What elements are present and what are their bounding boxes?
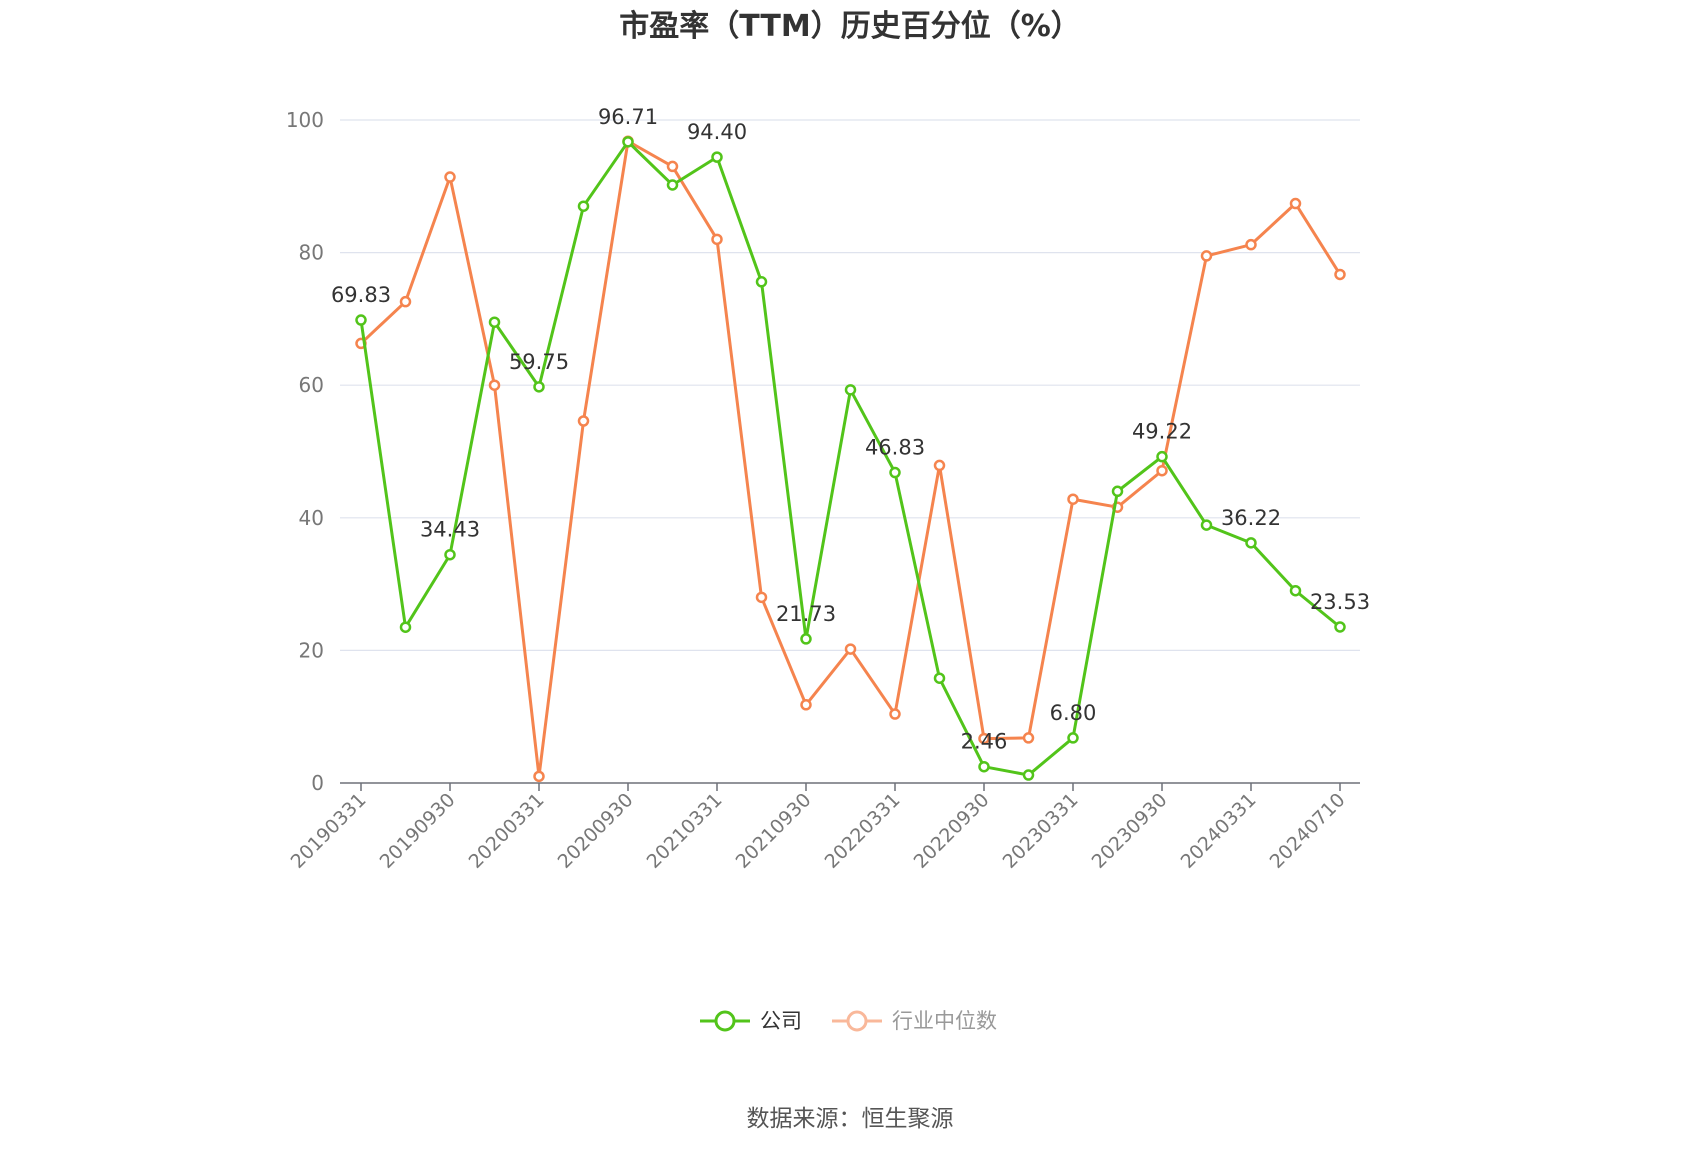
- point-company-20230630: [1111, 485, 1124, 498]
- point-industry-20220331: [889, 708, 901, 720]
- point-company-20240331: [1245, 537, 1257, 549]
- point-company-20190930: [444, 548, 456, 561]
- series-line-company: [359, 140, 1341, 777]
- point-industry-20191231: [488, 379, 501, 391]
- point-industry-20200331: [533, 770, 545, 783]
- legend-item-company[interactable]: 公司: [700, 1009, 802, 1033]
- point-industry-20231231: [1200, 250, 1213, 262]
- x-tick-label-20210930: 20210930: [732, 789, 816, 873]
- chart-title: 市盈率（TTM）历史百分位（%）: [619, 9, 1081, 44]
- point-industry-20221231: [1022, 732, 1035, 744]
- point-company-20220930: [978, 760, 990, 773]
- point-company-20190331: [355, 314, 367, 326]
- point-industry-20220930: [978, 732, 990, 745]
- point-company-20231231: [1200, 519, 1213, 531]
- point-company-20200331: [533, 381, 545, 393]
- point-company-20230930: [1156, 450, 1168, 463]
- point-industry-20210331: [711, 233, 723, 246]
- data-label-layer: 69.83 34.43 59.75 96.71 94.40 21.73 46.83 2.46 6…: [331, 105, 1370, 754]
- point-company-20220630: [933, 672, 946, 684]
- y-tick-label-40: 40: [299, 506, 324, 530]
- point-industry-20230331: [1067, 493, 1079, 505]
- data-label-20220930: 2.46: [961, 730, 1008, 754]
- x-tick-label-20200930: 20200930: [554, 789, 638, 873]
- legend-industry-label: 行业中位数: [892, 1009, 997, 1033]
- x-tick-label-20190930: 20190930: [376, 789, 460, 873]
- y-tick-label-80: 80: [299, 241, 324, 265]
- point-company-20230331: [1067, 732, 1079, 744]
- y-tick-label-0: 0: [311, 771, 324, 795]
- legend-industry-marker-icon: [846, 1010, 868, 1032]
- point-industry-20230930: [1156, 464, 1168, 477]
- data-label-20230331: 6.80: [1050, 701, 1097, 725]
- point-industry-20210930: [800, 699, 812, 711]
- point-industry-20240331: [1245, 238, 1257, 251]
- point-industry-20211231: [844, 643, 857, 655]
- point-industry-20201231: [666, 160, 679, 173]
- x-tick-label-20220930: 20220930: [910, 789, 994, 873]
- data-label-20220331: 46.83: [865, 436, 925, 460]
- x-tick-label-20220331: 20220331: [821, 789, 905, 873]
- y-tick-label-60: 60: [299, 373, 324, 397]
- data-label-20240710: 23.53: [1310, 590, 1370, 614]
- data-label-20240331: 36.22: [1221, 506, 1281, 530]
- y-tick-label-20: 20: [299, 638, 324, 662]
- axis-layer: 0 20 40 60 80 100 20190331 20190930 20200331 2020…: [286, 108, 1360, 873]
- data-label-20200331: 59.75: [509, 350, 569, 374]
- point-industry-20210630: [755, 591, 768, 604]
- x-tick-label-20240331: 20240331: [1177, 789, 1261, 873]
- point-company-20211231: [844, 384, 857, 396]
- point-company-20210930: [800, 633, 812, 645]
- point-industry-20200630: [577, 415, 590, 427]
- point-company-20240710: [1334, 621, 1346, 633]
- point-company-20191231: [488, 316, 501, 328]
- data-label-20230930: 49.22: [1132, 420, 1192, 444]
- y-tick-label-100: 100: [286, 108, 324, 132]
- legend-item-industry[interactable]: 行业中位数: [832, 1009, 997, 1033]
- legend: 公司 行业中位数: [700, 1009, 997, 1033]
- point-company-20201231: [666, 179, 679, 191]
- x-tick-label-20200331: 20200331: [465, 789, 549, 873]
- point-company-20210331: [711, 151, 723, 163]
- data-label-20190331: 69.83: [331, 283, 391, 307]
- point-industry-20240710: [1334, 268, 1346, 281]
- data-label-20210930: 21.73: [776, 602, 836, 626]
- legend-company-marker-icon: [714, 1010, 736, 1032]
- point-company-20221231: [1022, 769, 1035, 781]
- point-company-20240630: [1289, 584, 1302, 597]
- x-tick-label-20210331: 20210331: [643, 789, 727, 873]
- x-tick-label-20230930: 20230930: [1088, 789, 1172, 873]
- point-industry-20190630: [399, 295, 412, 308]
- legend-company-label: 公司: [760, 1009, 802, 1033]
- point-company-20200930: [622, 136, 634, 148]
- x-tick-label-20240710: 20240710: [1266, 789, 1350, 873]
- data-label-20200930: 96.71: [598, 105, 658, 129]
- series-line-industry: [359, 139, 1342, 778]
- point-industry-20190930: [444, 171, 456, 183]
- point-company-20210630: [755, 276, 768, 288]
- point-company-20190630: [399, 621, 412, 633]
- data-source: 数据来源：恒生聚源: [747, 1106, 954, 1132]
- x-tick-label-20190331: 20190331: [287, 789, 371, 873]
- point-company-20220331: [889, 466, 901, 479]
- data-label-20210331: 94.40: [687, 120, 747, 144]
- point-industry-20240630: [1289, 197, 1302, 210]
- point-industry-20220630: [933, 459, 946, 472]
- point-company-20200630: [577, 200, 590, 212]
- series-layer: [355, 135, 1346, 783]
- data-label-20190930: 34.43: [420, 518, 480, 542]
- x-tick-label-20230331: 20230331: [999, 789, 1083, 873]
